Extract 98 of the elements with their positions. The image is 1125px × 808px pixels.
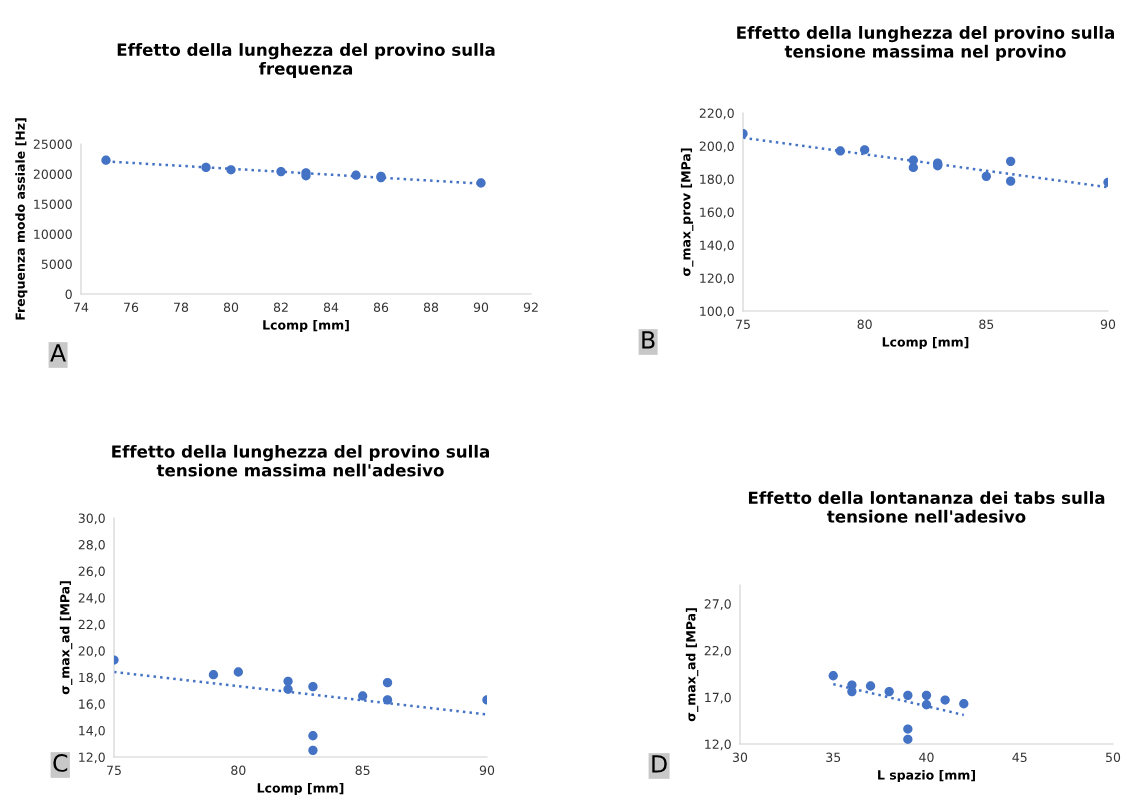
x-tick-label: 88 bbox=[423, 302, 439, 313]
y-tick-label: 20,0 bbox=[78, 646, 105, 657]
x-tick-label: 85 bbox=[979, 319, 994, 330]
y-tick-label: 180,0 bbox=[700, 174, 734, 186]
y-tick-label: 16,0 bbox=[79, 699, 105, 711]
x-tick-label: 85 bbox=[355, 765, 370, 776]
point bbox=[1006, 176, 1016, 186]
x-axis-title: Lcomp [mm] bbox=[257, 782, 344, 796]
point bbox=[308, 745, 318, 756]
point bbox=[828, 671, 838, 681]
point bbox=[903, 734, 913, 744]
point bbox=[308, 681, 318, 692]
y-axis-title: σ_max_ad [MPa] bbox=[685, 608, 699, 722]
point bbox=[865, 681, 876, 691]
x-tick-label: 76 bbox=[124, 302, 139, 313]
point bbox=[903, 724, 913, 734]
point bbox=[476, 178, 486, 188]
y-tick-label: 17,0 bbox=[705, 692, 731, 704]
point bbox=[908, 162, 918, 173]
y-tick-label: 20000 bbox=[33, 169, 72, 179]
y-tick-label: 28,0 bbox=[78, 540, 105, 551]
point bbox=[382, 695, 393, 705]
text: B bbox=[642, 331, 655, 349]
point bbox=[835, 146, 845, 156]
y-tick-label: 27,0 bbox=[704, 599, 731, 610]
x-tick-label: 78 bbox=[174, 302, 189, 313]
y-axis-title: σ_max_ad [MPa] bbox=[59, 581, 73, 695]
x-tick-label: 74 bbox=[74, 302, 89, 312]
y-axis-title: σ_max_prov [MPa] bbox=[680, 148, 694, 277]
y-tick-label: 200,0 bbox=[699, 141, 734, 153]
y-tick-label: 100,0 bbox=[700, 306, 734, 318]
point bbox=[382, 677, 393, 688]
point bbox=[959, 699, 969, 709]
x-tick-label: 50 bbox=[1106, 752, 1121, 763]
x-tick-label: 45 bbox=[1012, 752, 1027, 763]
point bbox=[940, 695, 950, 705]
x-tick-label: 90 bbox=[479, 765, 495, 776]
text: C bbox=[53, 753, 68, 772]
x-tick-label: 82 bbox=[273, 302, 288, 313]
x-tick-label: 84 bbox=[323, 302, 339, 313]
point bbox=[860, 145, 870, 155]
x-axis-title: Lcomp [mm] bbox=[882, 336, 969, 350]
x-tick-label: 86 bbox=[373, 302, 389, 313]
y-tick-label: 15000 bbox=[34, 199, 72, 209]
point bbox=[226, 165, 236, 175]
x-tick-label: 80 bbox=[231, 765, 246, 776]
y-tick-label: 30,0 bbox=[78, 513, 105, 525]
x-tick-label: 90 bbox=[473, 302, 489, 313]
y-tick-label: 18,0 bbox=[79, 672, 105, 684]
x-axis-title: Lcomp [mm] bbox=[263, 319, 349, 333]
x-tick-label: 40 bbox=[919, 752, 934, 763]
x-tick-label: 90 bbox=[1100, 319, 1116, 330]
x-axis-title: L spazio [mm] bbox=[878, 769, 975, 783]
x-tick-label: 80 bbox=[223, 302, 239, 313]
point bbox=[283, 684, 293, 694]
y-tick-label: 14,0 bbox=[79, 725, 105, 737]
chart-title: Effetto della lunghezza del provino sulla tensione massima nell'adesivo bbox=[112, 444, 489, 477]
y-tick-label: 10000 bbox=[34, 229, 72, 239]
y-tick-label: 220,0 bbox=[699, 108, 734, 120]
x-tick-label: 35 bbox=[826, 752, 841, 763]
y-tick-label: 5000 bbox=[41, 259, 72, 269]
x-tick-label: 80 bbox=[857, 319, 872, 330]
point bbox=[358, 691, 368, 701]
point bbox=[1006, 156, 1016, 166]
text: D bbox=[652, 755, 667, 773]
x-tick-label: 92 bbox=[523, 302, 538, 313]
y-axis-title: Frequenza modo assiale [Hz] bbox=[15, 118, 28, 320]
y-tick-label: 12,0 bbox=[79, 752, 105, 764]
y-tick-label: 22,0 bbox=[78, 619, 105, 631]
y-tick-label: 22,0 bbox=[704, 645, 731, 657]
x-tick-label: 75 bbox=[736, 319, 750, 330]
chart-title: Effetto della lunghezza del provino sulla frequenza bbox=[117, 43, 495, 79]
point bbox=[276, 166, 286, 177]
y-tick-label: 25000 bbox=[33, 139, 72, 149]
y-tick-label: 12,0 bbox=[705, 739, 731, 751]
point bbox=[283, 676, 293, 686]
y-tick-label: 0 bbox=[65, 289, 72, 299]
y-tick-label: 160,0 bbox=[700, 207, 734, 219]
chart-title: Effetto della lontananza dei tabs sulla tensione nell'adesivo bbox=[748, 491, 1105, 523]
point bbox=[903, 690, 913, 701]
point bbox=[981, 171, 991, 182]
text: A bbox=[50, 344, 66, 362]
point bbox=[351, 170, 361, 180]
point bbox=[101, 155, 111, 165]
x-tick-label: 75 bbox=[107, 765, 121, 776]
y-tick-label: 26,0 bbox=[78, 566, 105, 578]
point bbox=[208, 670, 219, 680]
y-tick-label: 24,0 bbox=[78, 593, 105, 604]
y-tick-label: 140,0 bbox=[700, 240, 734, 252]
point bbox=[233, 667, 243, 677]
y-tick-label: 120,0 bbox=[700, 273, 734, 285]
point bbox=[308, 731, 318, 741]
chart-title: Effetto della lunghezza del provino sulla tensione massima nel provino bbox=[737, 25, 1114, 61]
x-tick-label: 30 bbox=[733, 752, 748, 763]
point bbox=[921, 690, 932, 701]
point bbox=[884, 686, 894, 697]
point bbox=[921, 700, 932, 710]
point bbox=[201, 162, 211, 173]
